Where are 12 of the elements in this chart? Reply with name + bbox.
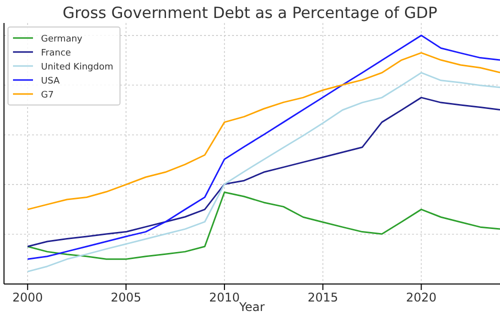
legend-label: France: [41, 48, 72, 58]
x-tick-label: 2000: [12, 290, 43, 305]
legend-label: G7: [41, 90, 54, 100]
x-axis-title: Year: [238, 300, 265, 314]
legend-label: USA: [41, 76, 60, 86]
legend-label: Germany: [41, 34, 84, 44]
x-tick-label: 2005: [110, 290, 142, 305]
x-tick-label: 2020: [406, 290, 437, 305]
x-tick-label: 2010: [209, 290, 240, 305]
x-tick-label: 2015: [308, 290, 338, 305]
legend-label: United Kingdom: [41, 62, 114, 72]
chart-title: Gross Government Debt as a Percentage of GDP: [62, 4, 438, 22]
